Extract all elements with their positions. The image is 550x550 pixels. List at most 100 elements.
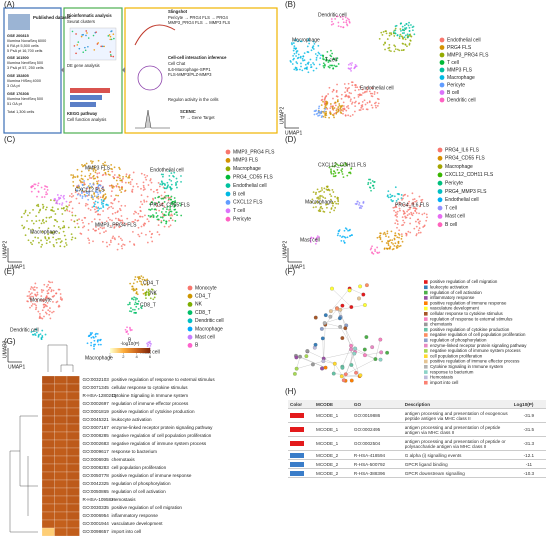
cell-point <box>342 112 344 115</box>
cell-point <box>169 214 171 217</box>
legend-swatch <box>424 327 428 332</box>
cell-point <box>119 189 121 191</box>
cell-point <box>173 213 176 215</box>
cell-point <box>355 202 358 205</box>
dataset-text: 51 OA pt <box>7 102 23 106</box>
cell-point <box>332 97 334 100</box>
network-edge <box>334 363 346 381</box>
cell-point <box>316 188 319 191</box>
cell-point <box>94 208 96 211</box>
cell-point <box>312 40 315 43</box>
cell-point <box>170 179 173 182</box>
cell-point <box>104 161 106 164</box>
cell-point <box>411 29 414 32</box>
legend-entry: Pericyte <box>447 82 465 88</box>
cell-point <box>401 198 403 201</box>
cell-point <box>160 202 163 205</box>
cell-point <box>134 289 136 292</box>
cell-point <box>410 213 413 216</box>
cell-point <box>32 330 35 333</box>
cell-point <box>402 197 404 200</box>
cell-point <box>342 26 345 29</box>
results-text: Regulon activity in the cells <box>168 97 219 102</box>
cell-point <box>59 296 62 299</box>
cell-point <box>97 213 99 216</box>
cell-point <box>144 176 147 179</box>
heatmap-cell <box>41 519 55 529</box>
cell-point <box>39 208 42 211</box>
cell-point <box>394 45 397 48</box>
cell-point <box>37 205 40 208</box>
colorbar-step <box>115 348 117 353</box>
colorbar-step <box>121 348 123 353</box>
term-name: regulation of phosphorylation <box>112 481 171 486</box>
legend-swatch <box>437 180 443 186</box>
term-id: GO:0009617 <box>83 449 110 454</box>
cell-point <box>130 310 133 313</box>
cell-point <box>398 236 400 239</box>
cell-point <box>152 216 155 219</box>
cell-point <box>34 293 36 296</box>
go-cell: R-HSA-500792 <box>351 459 403 469</box>
cell-point <box>63 225 66 227</box>
cell-point <box>99 226 102 229</box>
cell-point <box>70 238 73 241</box>
cell-point <box>400 49 403 52</box>
network-node <box>354 370 358 375</box>
cell-point <box>63 245 66 248</box>
cell-point <box>120 215 123 217</box>
cell-point <box>142 292 145 295</box>
heatmap-cell <box>41 455 55 465</box>
cell-point <box>50 290 53 293</box>
mcode-cell: MCODE_2 <box>314 450 352 460</box>
cell-point <box>350 64 353 66</box>
cell-point <box>385 242 388 244</box>
cluster-label: Monocyte <box>30 297 52 303</box>
network-node <box>341 378 346 383</box>
cell-point <box>152 198 155 201</box>
cell-point <box>134 219 137 221</box>
cell-point <box>291 63 294 65</box>
cell-point <box>93 167 96 170</box>
cell-point <box>172 175 174 177</box>
legend-entry: cell population proliferation <box>430 353 483 358</box>
cell-point <box>87 178 89 181</box>
heatmap-cell <box>66 487 80 497</box>
cell-point <box>89 332 92 334</box>
cell-point <box>310 66 313 68</box>
cell-point <box>162 197 164 200</box>
cell-point <box>399 28 402 30</box>
cell-point <box>93 201 95 204</box>
cell-point <box>117 185 120 188</box>
cell-point <box>335 59 338 62</box>
cell-point <box>56 220 59 223</box>
cell-point <box>289 60 292 62</box>
cell-point <box>117 243 120 245</box>
cell-point <box>353 97 356 99</box>
cell-point <box>54 213 57 215</box>
cell-point <box>339 16 342 19</box>
cell-point <box>312 206 315 209</box>
cell-point <box>80 233 83 235</box>
thumb-point <box>87 45 89 48</box>
results-text: Slingshot <box>168 9 188 14</box>
cell-point <box>301 69 304 72</box>
cell-point <box>35 306 38 309</box>
cell-point <box>342 110 344 112</box>
cell-point <box>370 189 372 192</box>
cell-point <box>74 214 77 217</box>
cell-point <box>404 43 407 46</box>
cell-point <box>375 106 378 109</box>
cell-point <box>45 295 48 297</box>
cell-point <box>55 292 58 295</box>
colorbar-tick-label: 0 <box>109 354 112 359</box>
network-edge <box>323 351 356 359</box>
network-node <box>338 307 343 312</box>
cell-point <box>325 95 328 97</box>
cell-point <box>334 172 337 174</box>
cell-point <box>49 317 52 320</box>
legend-entry: Pericyte <box>445 181 463 187</box>
cell-point <box>71 211 74 214</box>
cell-point <box>98 172 101 174</box>
cell-point <box>412 212 415 215</box>
